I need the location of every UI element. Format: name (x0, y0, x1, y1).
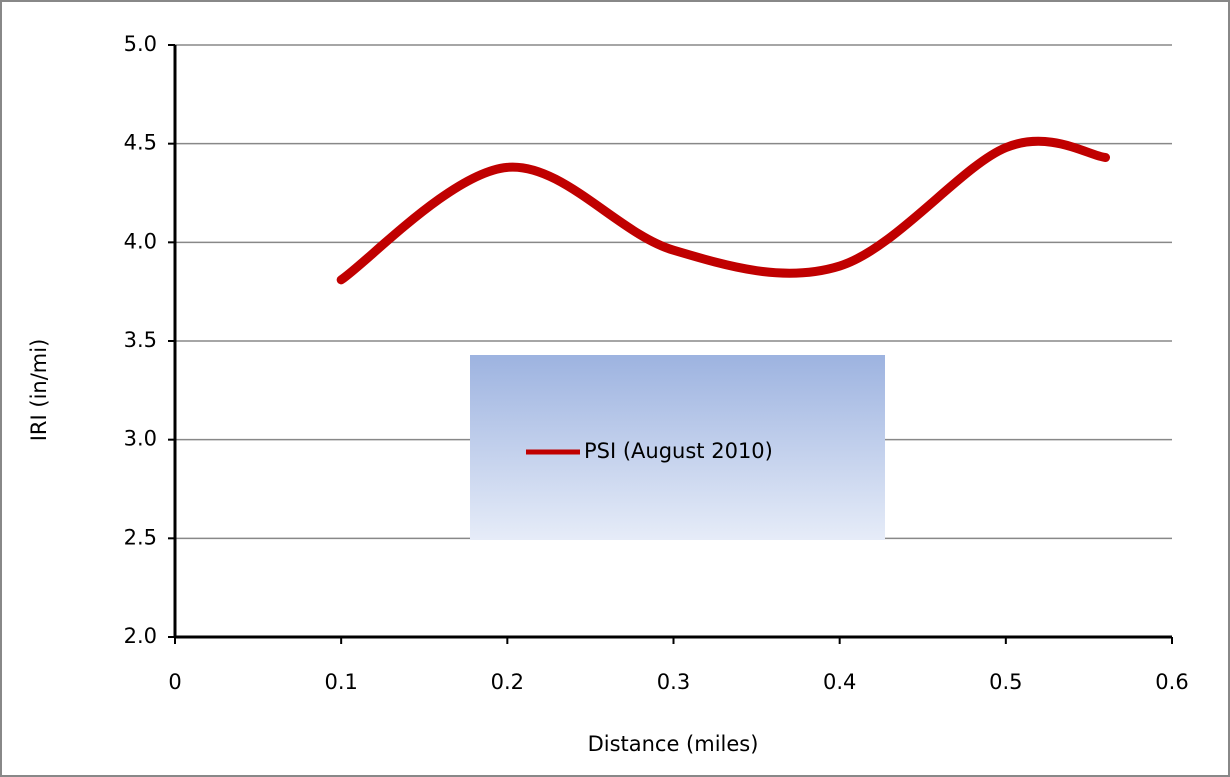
x-tick-label: 0.1 (324, 670, 357, 694)
y-tick-label: 3.0 (124, 427, 157, 451)
y-tick-label: 5.0 (124, 32, 157, 56)
x-tick-label: 0.3 (657, 670, 690, 694)
y-tick-label: 4.0 (124, 229, 157, 253)
x-tick-label: 0.5 (989, 670, 1022, 694)
legend-box (470, 355, 885, 540)
y-tick-label: 4.5 (124, 131, 157, 155)
x-tick-label: 0.4 (823, 670, 856, 694)
x-tick-label: 0.2 (491, 670, 524, 694)
y-axis-label: IRI (in/mi) (27, 339, 51, 442)
x-axis-label: Distance (miles) (588, 732, 759, 756)
x-tick-label: 0.6 (1155, 670, 1188, 694)
y-tick-label: 2.5 (124, 525, 157, 549)
x-tick-label: 0 (168, 670, 181, 694)
y-tick-label: 2.0 (124, 624, 157, 648)
legend-label: PSI (August 2010) (584, 439, 773, 463)
series-line (336, 136, 1111, 285)
y-tick-label: 3.5 (124, 328, 157, 352)
